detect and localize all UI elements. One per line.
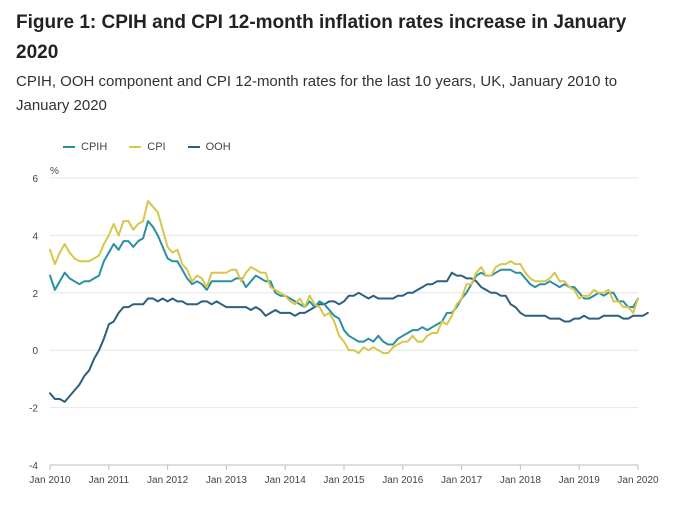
series-line-cpih — [49, 220, 639, 346]
legend-label-cpi: CPI — [147, 141, 166, 153]
x-tick-label: Jan 2020 — [617, 475, 659, 486]
x-tick-label: Jan 2012 — [147, 475, 189, 486]
legend-item-cpih[interactable]: CPIH — [63, 141, 107, 153]
grid-layer — [50, 177, 638, 466]
legend-label-ooh: OOH — [205, 141, 231, 153]
chart-legend: CPIH CPI OOH — [63, 140, 253, 154]
y-tick-label: 2 — [32, 289, 38, 300]
y-axis-unit-label: % — [50, 166, 59, 177]
x-tick-label: Jan 2015 — [323, 475, 365, 486]
y-tick-label: 0 — [32, 346, 38, 357]
legend-item-ooh[interactable]: OOH — [187, 141, 231, 153]
x-tick-label: Jan 2017 — [441, 475, 483, 486]
legend-label-cpih: CPIH — [81, 141, 108, 153]
chart-subtitle: CPIH, OOH component and CPI 12-month rat… — [16, 73, 618, 114]
x-tick-label: Jan 2018 — [500, 475, 542, 486]
x-tick-label: Jan 2016 — [382, 475, 424, 486]
legend-swatch-ooh — [187, 146, 200, 148]
y-tick-label: 6 — [32, 174, 38, 185]
y-tick-label: -4 — [29, 461, 38, 472]
legend-swatch-cpih — [63, 146, 75, 148]
x-tick-label: Jan 2010 — [29, 475, 71, 486]
chart-title: Figure 1: CPIH and CPI 12-month inflatio… — [16, 12, 627, 63]
y-tick-label: -2 — [29, 404, 38, 415]
line-chart: 6 4 2 0 -2 -4 Jan 2010 Jan 2011 Jan 2012 Jan 2013… — [29, 166, 659, 486]
x-tick-label: Jan 2011 — [89, 475, 130, 486]
x-tick-label: Jan 2013 — [206, 475, 248, 486]
legend-swatch-cpi — [129, 146, 142, 148]
x-tick-label: Jan 2014 — [265, 475, 307, 486]
y-tick-label: 4 — [32, 231, 38, 242]
series-line-ooh — [49, 271, 649, 403]
x-tick-label: Jan 2019 — [559, 475, 601, 486]
legend-item-cpi[interactable]: CPI — [129, 141, 166, 153]
series-layer — [49, 200, 649, 403]
axis-layer: 6 4 2 0 -2 -4 Jan 2010 Jan 2011 Jan 2012 Jan 2013… — [29, 174, 659, 486]
series-line-cpi — [49, 200, 639, 355]
